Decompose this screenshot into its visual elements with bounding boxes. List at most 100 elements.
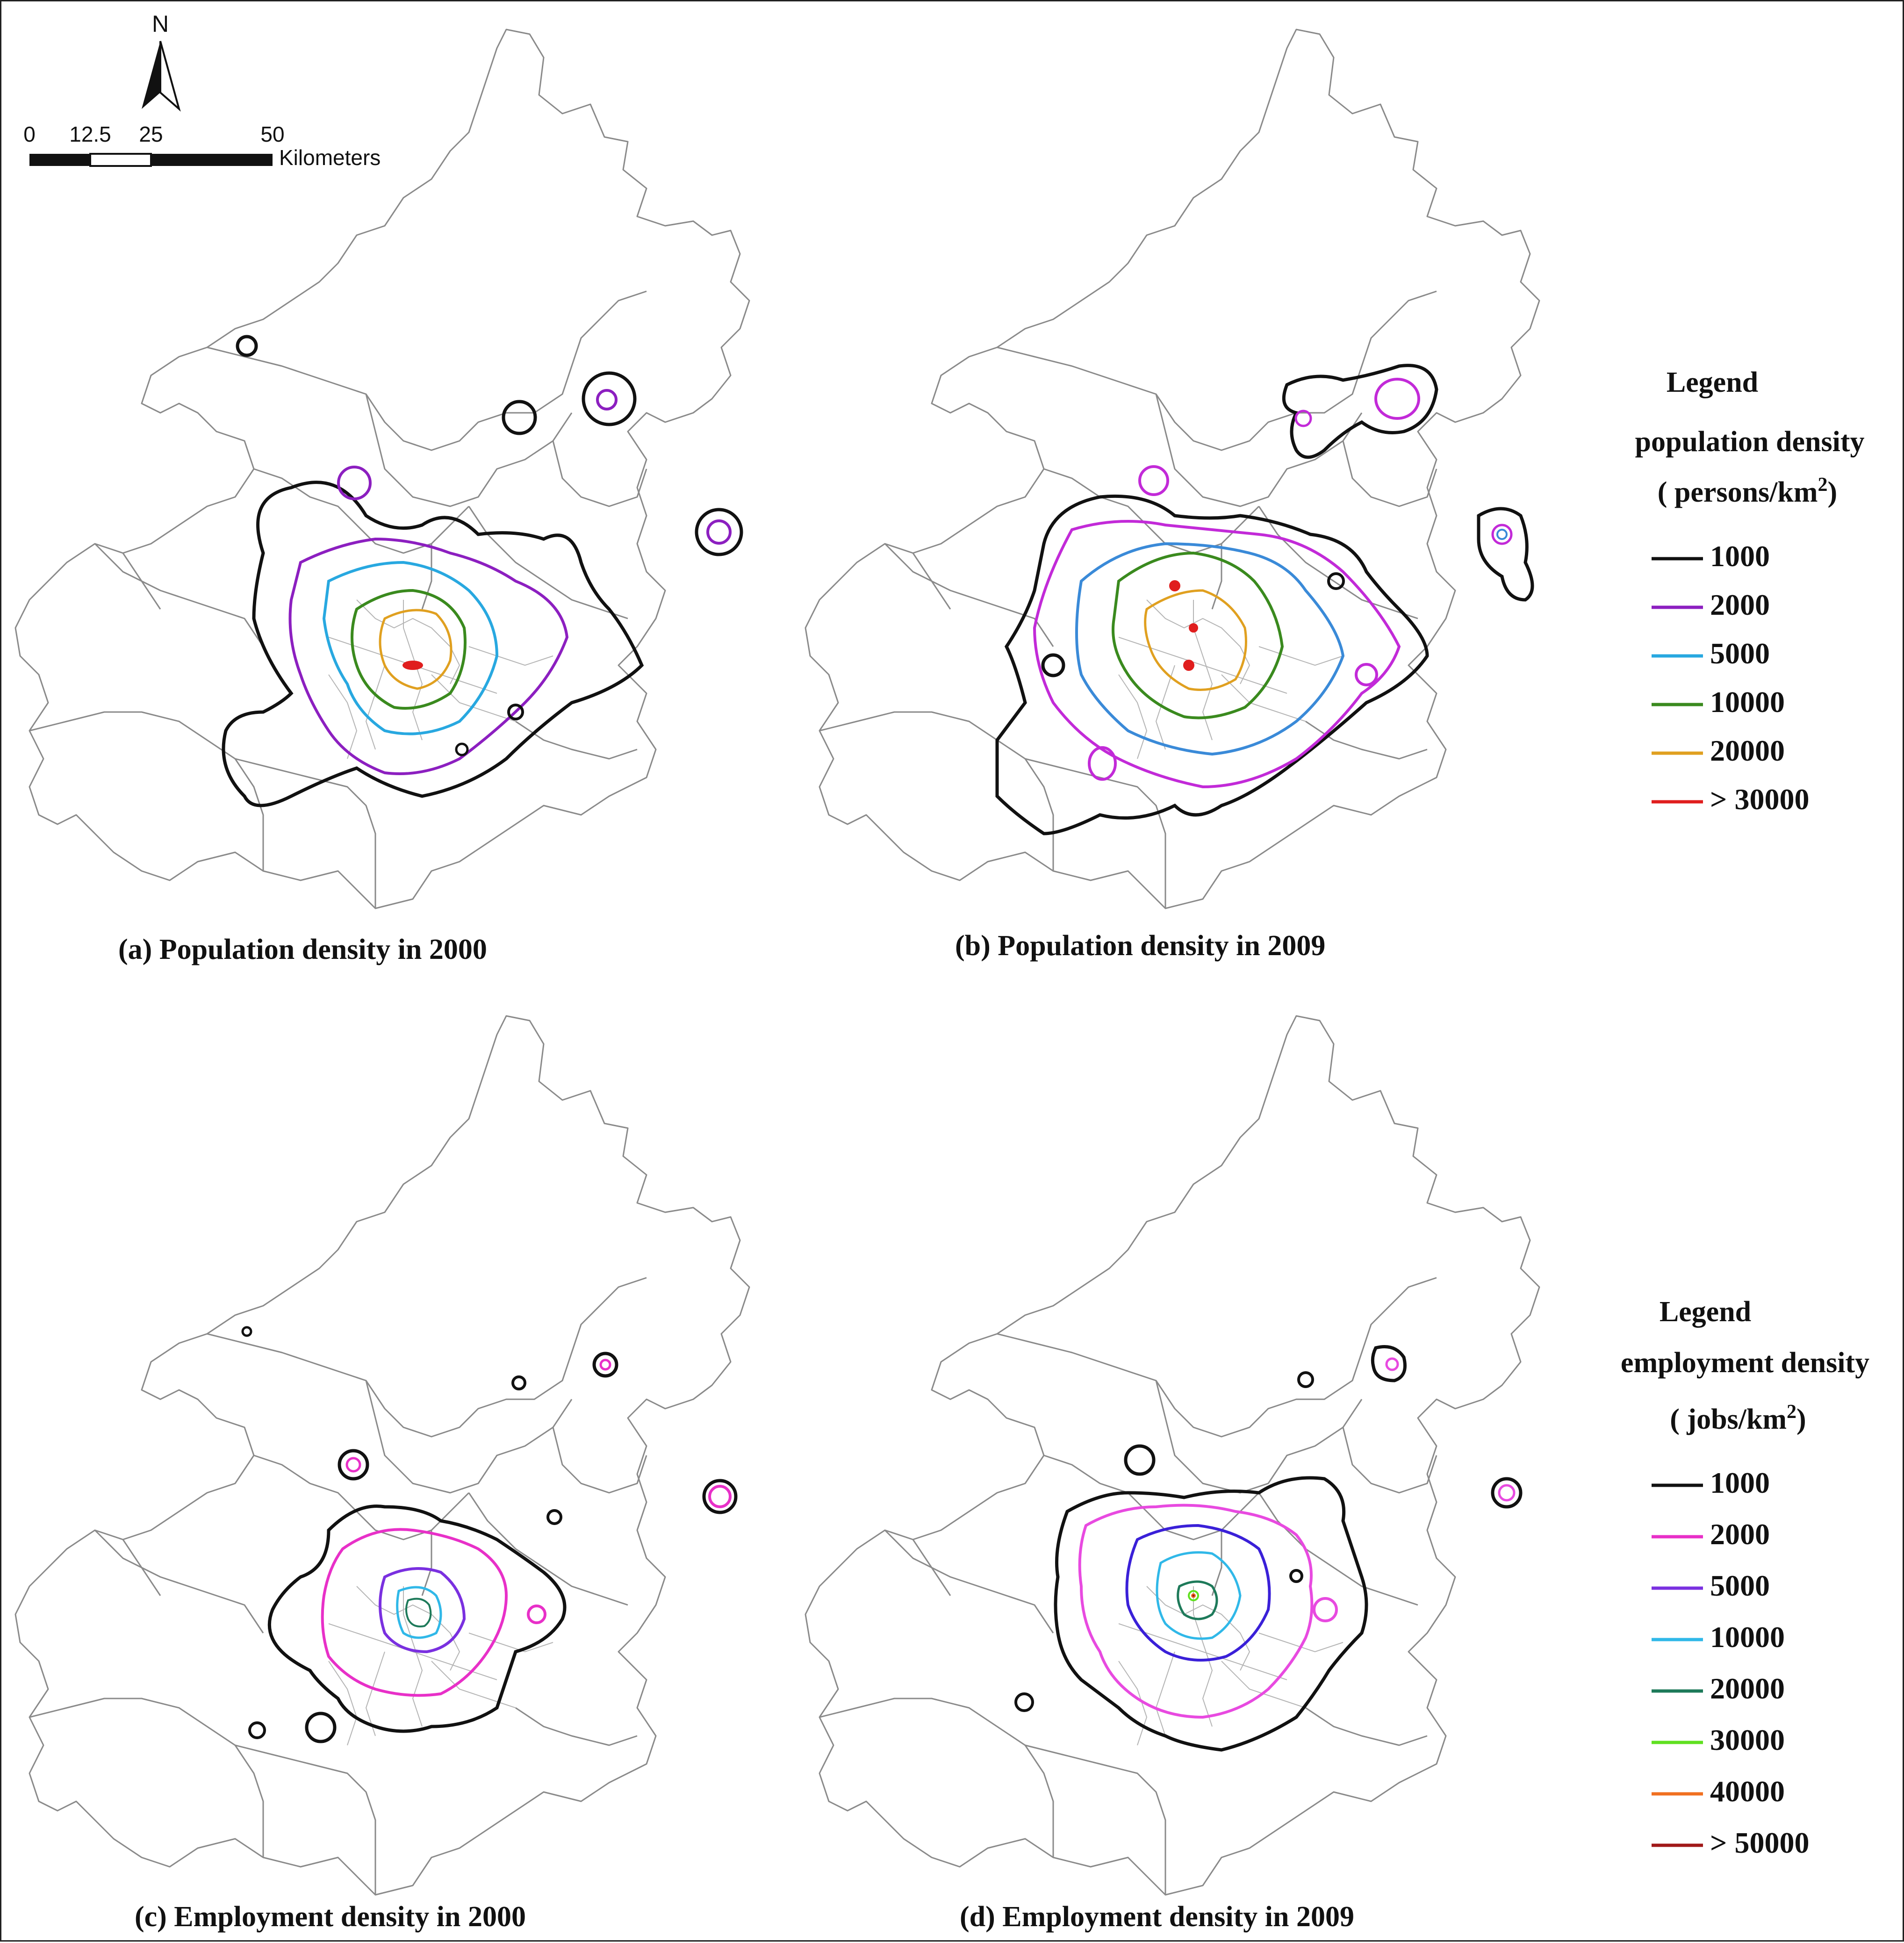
scale-unit: Kilometers xyxy=(279,145,381,170)
panel-a-map xyxy=(14,29,750,909)
scale-tick-0: 0 xyxy=(23,122,36,146)
contour-10000-a xyxy=(351,589,467,710)
emp-contour-5000-c xyxy=(379,1567,466,1654)
ring-b-7 xyxy=(1088,746,1117,781)
emp-ring-c-6 xyxy=(345,1457,361,1473)
emp-contour-2000-c xyxy=(321,1528,508,1697)
contour-1000-b-east xyxy=(1477,507,1534,602)
emp-ring-d-2 xyxy=(1371,1345,1407,1382)
ring-b-9 xyxy=(1327,572,1345,590)
ring-b-1 xyxy=(1374,378,1420,420)
emp-ring-c-3 xyxy=(592,1352,618,1378)
emp-contour-20000-c xyxy=(405,1598,432,1627)
caption-d: (d) Employment density in 2009 xyxy=(960,1901,1354,1933)
contour-2000-a xyxy=(288,537,569,775)
emp-ring-d-8 xyxy=(1014,1692,1034,1712)
contour-20000-b xyxy=(1144,589,1247,691)
legend-emp-label-0: 1000 xyxy=(1710,1466,1770,1499)
ring-a-4 xyxy=(596,389,618,410)
emp-ring-d-6 xyxy=(1498,1484,1516,1502)
legend-population: Legend population density ( persons/km2)… xyxy=(1635,367,1864,816)
contour-1000-b xyxy=(995,494,1429,835)
panel-d-map xyxy=(805,1015,1540,1896)
legend-emp-label-3: 10000 xyxy=(1710,1620,1785,1654)
panel-b-map xyxy=(805,29,1540,909)
emp-ring-c-4 xyxy=(599,1359,611,1371)
ring-b-2 xyxy=(1294,410,1312,427)
emp-ring-d-7 xyxy=(1313,1597,1338,1622)
legend-pop-subtitle: population density xyxy=(1635,426,1864,458)
ring-a-8 xyxy=(507,704,524,720)
emp-contour-1000-c xyxy=(267,1504,567,1733)
scale-tick-25: 25 xyxy=(139,122,163,146)
legend-employment: Legend employment density ( jobs/km2) 10… xyxy=(1621,1296,1869,1859)
ring-a-3 xyxy=(582,371,637,426)
emp-ring-c-10 xyxy=(527,1605,546,1624)
north-arrow-left-icon xyxy=(142,41,160,109)
ring-a-2 xyxy=(502,400,537,435)
emp-contour-10000-d xyxy=(1156,1551,1242,1640)
legend-emp-unit: ( jobs/km2) xyxy=(1670,1401,1806,1435)
ring-a-1 xyxy=(236,335,258,357)
ring-a-9 xyxy=(455,742,469,756)
legend-pop-label-1: 2000 xyxy=(1710,588,1770,621)
emp-ring-d-5 xyxy=(1491,1477,1523,1509)
north-label: N xyxy=(152,11,169,37)
legend-emp-subtitle: employment density xyxy=(1621,1347,1869,1379)
legend-emp-label-4: 20000 xyxy=(1710,1672,1785,1705)
legend-pop-label-4: 20000 xyxy=(1710,734,1785,767)
ring-b-3 xyxy=(1491,524,1513,545)
contour-1000-b-north xyxy=(1282,364,1438,459)
contour-10000-b xyxy=(1112,551,1284,720)
ring-a-5 xyxy=(695,508,743,556)
scale-bar: 0 12.5 25 50 Kilometers xyxy=(23,122,381,170)
emp-contour-30000-d xyxy=(1188,1590,1199,1601)
legend-emp-label-5: 30000 xyxy=(1710,1723,1785,1756)
legend-emp-label-1: 2000 xyxy=(1710,1518,1770,1551)
ring-b-8 xyxy=(1355,663,1378,686)
contour-1000-a xyxy=(222,481,644,807)
emp-ring-d-9 xyxy=(1289,1569,1303,1583)
emp-ring-d-4 xyxy=(1124,1444,1156,1476)
emp-contour-50000-d xyxy=(1192,1594,1195,1597)
emp-ring-c-8 xyxy=(702,1479,738,1514)
contour-2000-b xyxy=(1033,520,1401,789)
ring-b-6 xyxy=(1138,465,1169,496)
emp-ring-c-5 xyxy=(338,1449,369,1481)
contour-20000-a xyxy=(379,609,453,690)
emp-contour-2000-d xyxy=(1078,1504,1314,1719)
emp-ring-c-2 xyxy=(511,1375,526,1390)
legend-emp-label-7: > 50000 xyxy=(1710,1826,1809,1859)
legend-pop-label-0: 1000 xyxy=(1710,540,1770,573)
legend-emp-label-6: 40000 xyxy=(1710,1775,1785,1808)
caption-c: (c) Employment density in 2000 xyxy=(135,1901,526,1933)
scale-seg-3 xyxy=(151,154,273,166)
caption-b: (b) Population density in 2009 xyxy=(955,930,1325,962)
emp-ring-c-12 xyxy=(305,1712,337,1743)
contour-30000-b-1 xyxy=(1169,580,1180,591)
legend-emp-label-2: 5000 xyxy=(1710,1569,1770,1602)
ring-b-5 xyxy=(1041,653,1065,677)
north-arrow: N xyxy=(142,11,181,112)
emp-contour-5000-d xyxy=(1125,1524,1271,1662)
legend-pop-unit: ( persons/km2) xyxy=(1658,474,1837,508)
legend-pop-label-2: 5000 xyxy=(1710,637,1770,670)
contour-30000-b-2 xyxy=(1189,623,1198,633)
emp-ring-c-7 xyxy=(546,1509,562,1525)
ring-b-4 xyxy=(1496,529,1508,540)
north-arrow-right-icon xyxy=(159,41,181,112)
legend-pop-label-3: 10000 xyxy=(1710,685,1785,719)
contour-30000-a xyxy=(402,661,423,670)
emp-contour-10000-c xyxy=(396,1586,442,1639)
scale-tick-50: 50 xyxy=(260,122,284,146)
panel-c-map xyxy=(14,1015,750,1896)
ring-a-7 xyxy=(337,466,372,500)
emp-contour-20000-d xyxy=(1177,1580,1218,1620)
legend-pop-label-5: > 30000 xyxy=(1710,783,1809,816)
scale-seg-2 xyxy=(89,153,152,167)
caption-a: (a) Population density in 2000 xyxy=(118,934,487,965)
emp-contour-1000-d xyxy=(1054,1476,1368,1752)
contour-5000-b xyxy=(1075,542,1345,756)
contour-30000-b-3 xyxy=(1183,660,1194,671)
